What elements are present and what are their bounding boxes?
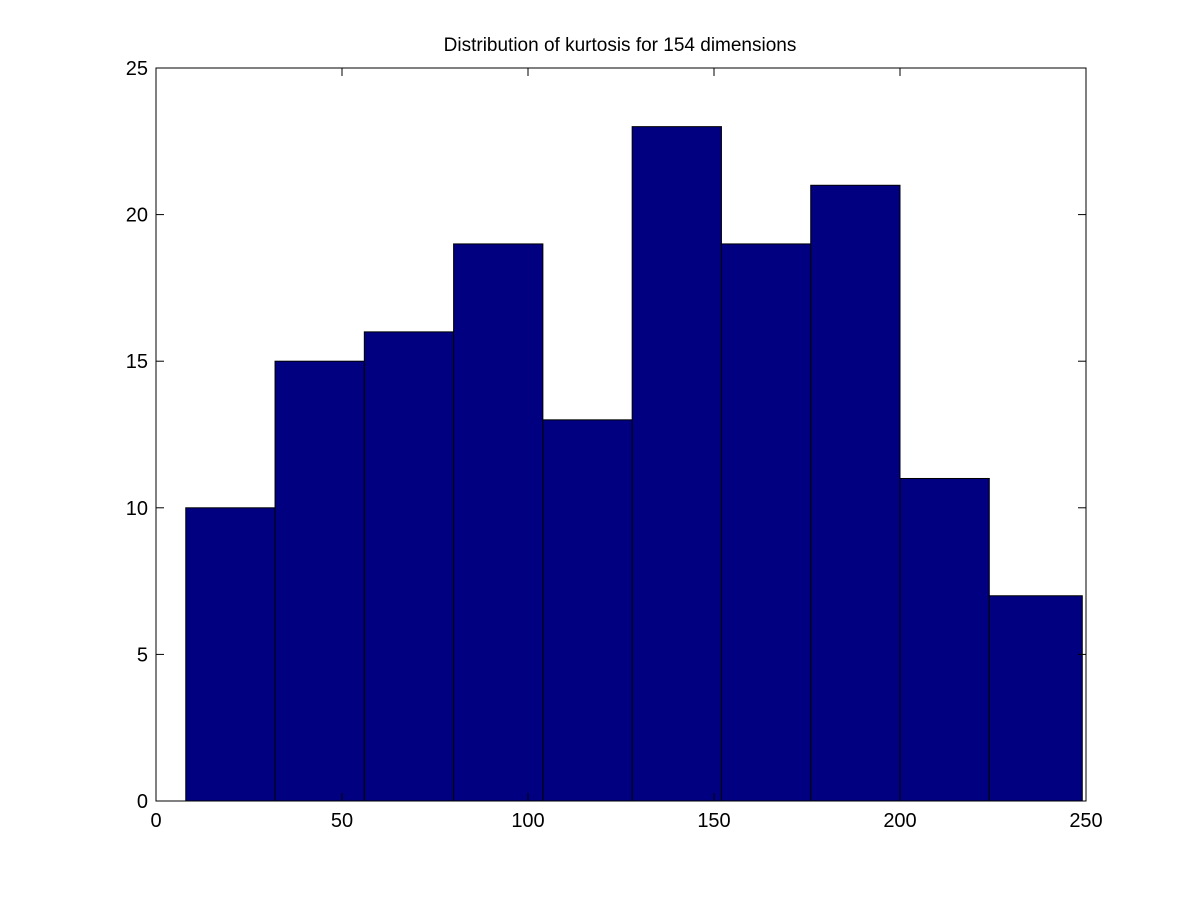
- histogram-bar-4: [453, 243, 544, 802]
- x-axis: 0 50 100 150 200 250: [150, 68, 1103, 832]
- histogram-bar-7: [720, 243, 812, 802]
- histogram-bar-5: [542, 419, 633, 802]
- x-tick-label: 200: [883, 810, 916, 832]
- y-axis: 0 5 10 15 20 25: [126, 58, 1086, 813]
- y-tick-label: 0: [137, 791, 148, 813]
- histogram-bar-2: [274, 360, 365, 802]
- histogram-bar-3: [363, 331, 455, 802]
- y-tick-label: 5: [137, 644, 148, 666]
- y-tick-label: 15: [126, 351, 148, 373]
- y-tick-label: 20: [126, 205, 148, 227]
- x-tick-label: 100: [511, 810, 544, 832]
- axes-frame: [155, 67, 1087, 802]
- histogram-bar-6: [631, 126, 722, 802]
- x-tick-label: 0: [150, 810, 161, 832]
- chart-title: Distribution of kurtosis for 154 dimensi…: [444, 35, 797, 56]
- x-tick-label: 50: [331, 810, 353, 832]
- histogram-bar-8: [810, 184, 901, 802]
- histogram-bar-9: [899, 477, 990, 802]
- y-tick-label: 10: [126, 498, 148, 520]
- y-tick-label: 25: [126, 58, 148, 80]
- x-tick-label: 150: [697, 810, 730, 832]
- bars-group: [185, 126, 1083, 802]
- x-tick-label: 250: [1069, 810, 1102, 832]
- histogram-bar-1: [185, 507, 276, 802]
- histogram-bar-10: [988, 595, 1083, 802]
